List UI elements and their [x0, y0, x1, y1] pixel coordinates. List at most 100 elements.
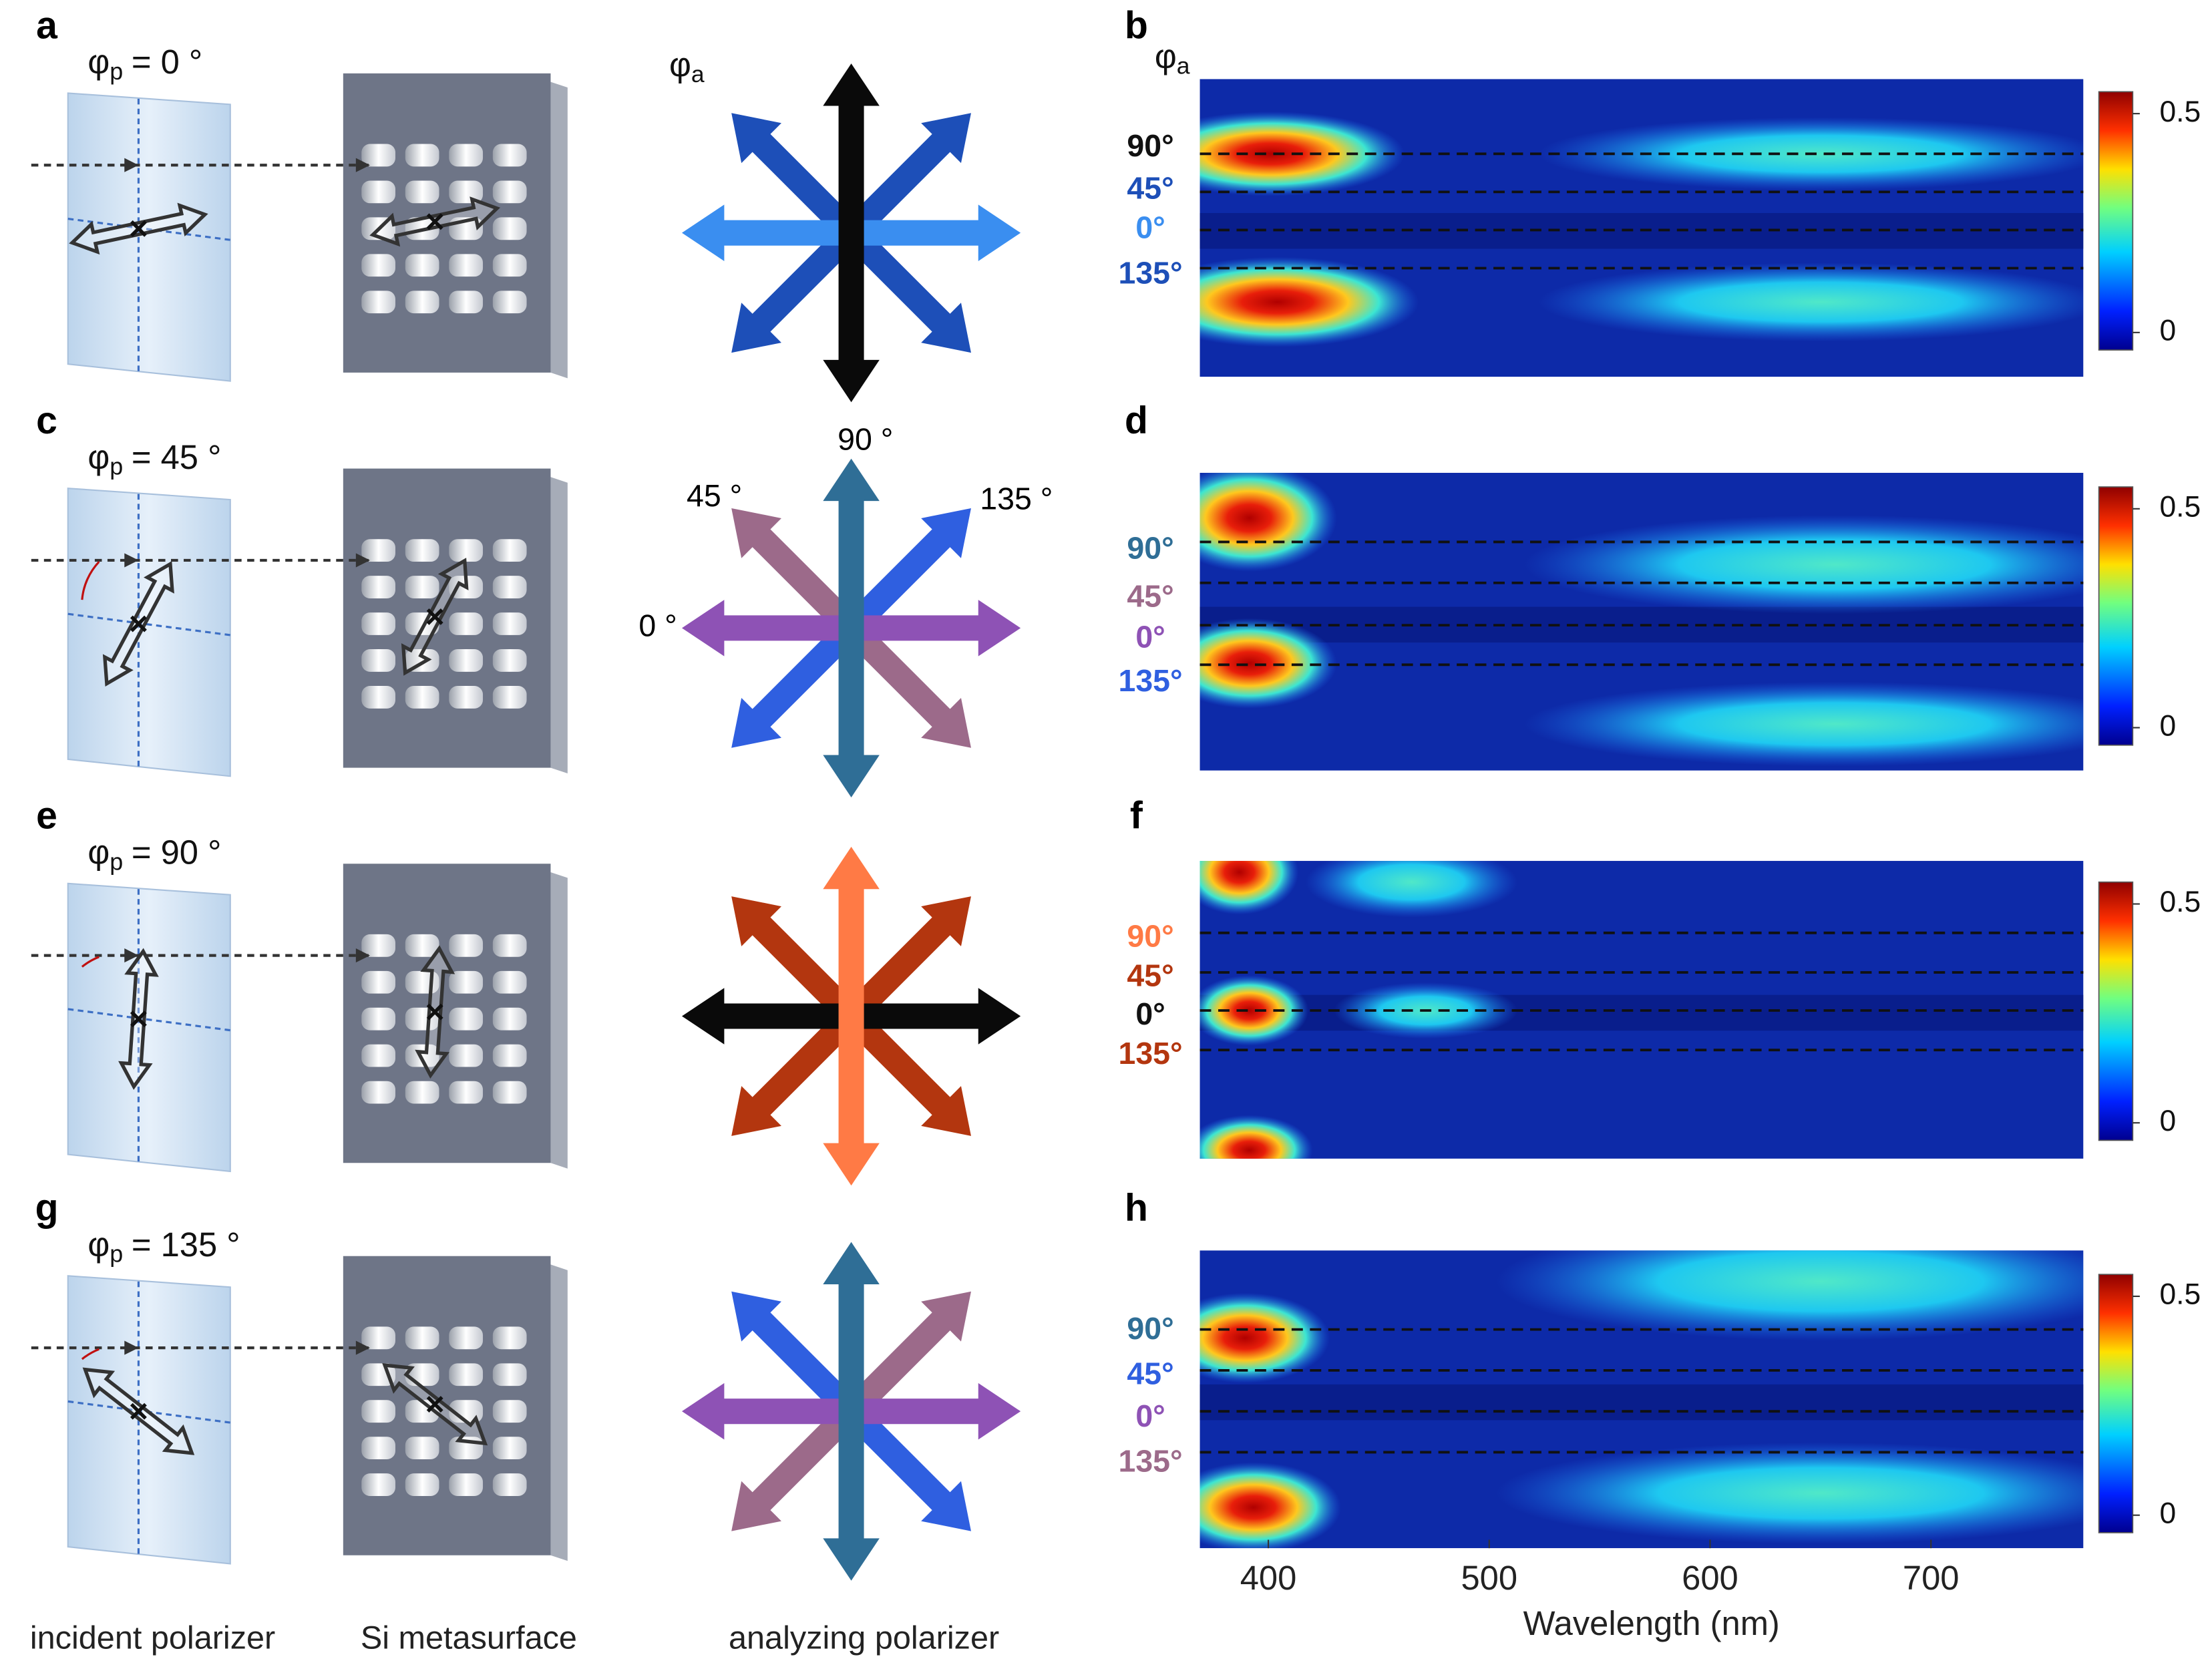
pillar [492, 1007, 527, 1031]
row-label: 45° [1127, 578, 1173, 613]
pillar [449, 1326, 484, 1350]
beam-head [124, 158, 139, 172]
subscript: p [110, 848, 123, 876]
intensity-blob [1200, 111, 1405, 196]
analyzer-arrow [823, 458, 880, 797]
intensity-blob [1306, 861, 1517, 918]
symbol-label: φa [669, 46, 705, 88]
incident-angle: φp = 0 ° [87, 43, 202, 85]
equals: = 45 ° [132, 438, 221, 476]
equals: = 135 ° [132, 1226, 240, 1264]
x-mark [130, 615, 147, 632]
colorbar-tick-label: 0.5 [2159, 491, 2201, 524]
subscript: a [691, 61, 705, 87]
colorbar [2098, 881, 2134, 1141]
row-label: 45° [1127, 171, 1173, 206]
pillar [405, 1473, 439, 1496]
analyzer-arrow [823, 846, 880, 1186]
pillar [405, 686, 439, 709]
pillar [492, 1473, 527, 1496]
heatmap [1200, 861, 2084, 1159]
analyzer-arrow [823, 63, 880, 403]
caption: incident polarizer [30, 1620, 275, 1656]
pillar [361, 1326, 396, 1350]
pillar [361, 180, 396, 204]
intensity-blob [1496, 1442, 2084, 1544]
row-label: 90° [1127, 530, 1173, 565]
pillar [492, 686, 527, 709]
pillar [492, 1326, 527, 1350]
pillar [492, 180, 527, 204]
row-label: 135° [1119, 1036, 1183, 1071]
pillar [492, 291, 527, 314]
pillar [361, 539, 396, 562]
colorbar [2098, 486, 2134, 746]
colorbar-tick-label: 0 [2159, 1497, 2176, 1529]
intensity-blob [1200, 1292, 1330, 1383]
pillar [405, 1437, 439, 1460]
pillar [492, 970, 527, 994]
incident-angle: φp = 90 ° [87, 833, 221, 876]
pillar [405, 144, 439, 167]
symbol: φ [87, 43, 110, 81]
pillar [361, 1007, 396, 1031]
pillar [449, 254, 484, 277]
colorbar [2098, 91, 2134, 351]
panel-letter: a [36, 4, 58, 47]
beam-head [124, 1340, 139, 1355]
pillar [405, 291, 439, 314]
pillar [405, 612, 439, 635]
intensity-blob [1200, 975, 1309, 1046]
pillar [449, 686, 484, 709]
pillar [492, 1437, 527, 1460]
intensity-blob [1200, 256, 1419, 347]
intensity-blob [1200, 861, 1299, 915]
pillar [492, 612, 527, 635]
x-tick-label: 500 [1461, 1559, 1517, 1597]
row-label: 135° [1119, 663, 1183, 698]
beam-head [355, 948, 370, 963]
symbol: φ [1155, 37, 1177, 75]
pillar [361, 649, 396, 672]
panel-letter: g [35, 1187, 59, 1230]
equals: = 0 ° [132, 43, 202, 81]
pillar [449, 1473, 484, 1496]
colorbar-tick-label: 0.5 [2159, 96, 2201, 128]
pillar [449, 180, 484, 204]
x-mark [130, 220, 147, 237]
subscript: a [1177, 53, 1190, 79]
x-mark [426, 608, 443, 625]
angle-arc [81, 560, 100, 600]
pillar [405, 1081, 439, 1104]
x-tick-label: 400 [1240, 1559, 1297, 1597]
caption: Si metasurface [361, 1620, 577, 1656]
angle-arc [81, 956, 100, 968]
pillar [492, 1400, 527, 1423]
pillar [492, 576, 527, 598]
pillar [492, 934, 527, 957]
beam-head [355, 1340, 370, 1355]
pillar [405, 1400, 439, 1423]
pillar [405, 254, 439, 277]
intensity-blob [1200, 472, 1337, 572]
colorbar-tick-label: 0.5 [2159, 1278, 2201, 1311]
caption: analyzing polarizer [729, 1620, 999, 1656]
symbol-label: φa [1155, 37, 1190, 79]
axis-dash [67, 217, 230, 241]
pillar [361, 291, 396, 314]
pillar [361, 1400, 396, 1423]
pillar [449, 612, 484, 635]
pillar [449, 291, 484, 314]
row-label: 90° [1127, 128, 1173, 163]
panel-letter: b [1125, 4, 1148, 47]
subscript: p [110, 453, 123, 480]
incident-angle: φp = 135 ° [87, 1226, 240, 1268]
pillar [492, 1044, 527, 1067]
colorbar-tick-label: 0 [2159, 709, 2176, 742]
panel-letter: c [36, 399, 57, 442]
pillar [492, 1363, 527, 1386]
angle-arc [81, 1348, 100, 1360]
pillar [361, 1437, 396, 1460]
dark-band [1200, 994, 2084, 1031]
